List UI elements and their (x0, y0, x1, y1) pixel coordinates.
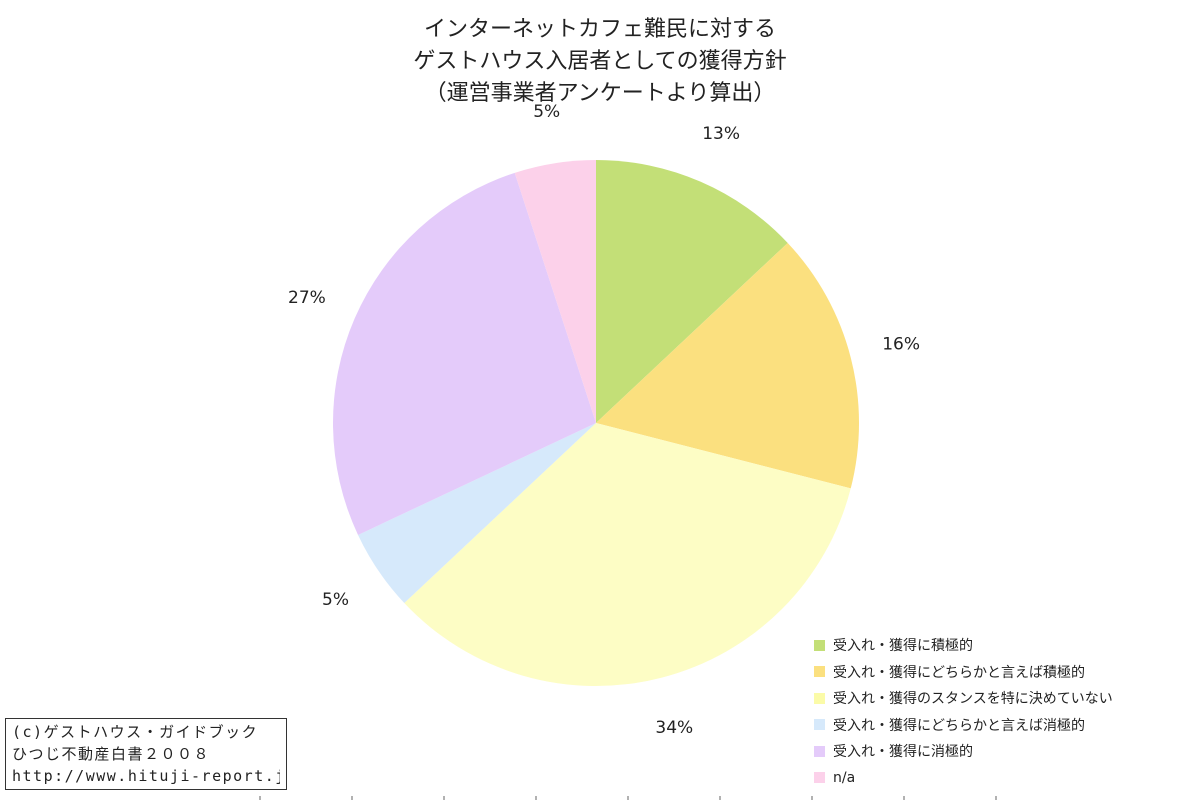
legend-label-6: n/a (833, 769, 856, 786)
legend-label-2: 受入れ・獲得にどちらかと言えば積極的 (833, 664, 1085, 681)
pie-slice-label-3: 34% (655, 718, 693, 738)
legend-item-4: 受入れ・獲得にどちらかと言えば消極的 (814, 712, 1194, 739)
pie-slice-label-1: 13% (702, 124, 740, 144)
pie-slice-label-5: 27% (288, 288, 326, 308)
legend-swatch-5 (814, 745, 825, 757)
legend-label-4: 受入れ・獲得にどちらかと言えば消極的 (833, 717, 1085, 734)
credit-line-3: http://www.hituji-report.jp/ (12, 767, 280, 785)
chart-title-line-2: ゲストハウス入居者としての獲得方針 (413, 49, 787, 74)
credit-box: (c)ゲストハウス・ガイドブック ひつじ不動産白書２００８ http://www… (5, 718, 287, 790)
credit-line-2: ひつじ不動産白書２００８ (12, 745, 211, 763)
legend-label-5: 受入れ・獲得に消極的 (833, 744, 973, 761)
legend-item-2: 受入れ・獲得にどちらかと言えば積極的 (814, 659, 1194, 686)
pie-slice-4 (358, 423, 596, 604)
legend-item-6: n/a (814, 765, 1194, 792)
pie-labels: 13% 16% 34% 5% 27% 5% (288, 102, 920, 738)
pie-slice-label-4: 5% (322, 590, 349, 610)
pie-slice-label-2: 16% (882, 335, 920, 355)
legend-swatch-4 (814, 719, 825, 731)
legend-swatch-3 (814, 692, 825, 704)
legend-label-3: 受入れ・獲得のスタンスを特に決めていない (833, 691, 1113, 708)
pie-slice-1 (596, 160, 788, 423)
legend-label-1: 受入れ・獲得に積極的 (833, 638, 973, 655)
legend-swatch-2 (814, 666, 825, 678)
legend: 受入れ・獲得に積極的受入れ・獲得にどちらかと言えば積極的受入れ・獲得のスタンスを… (814, 632, 1194, 791)
pie-slices (332, 160, 860, 687)
chart-title-line-1: インターネットカフェ難民に対する (423, 17, 776, 42)
pie-slice-2 (596, 242, 860, 489)
pie-slice-5 (332, 172, 596, 535)
legend-item-3: 受入れ・獲得のスタンスを特に決めていない (814, 685, 1194, 712)
legend-swatch-6 (814, 772, 825, 784)
legend-swatch-1 (814, 639, 825, 651)
pie-slice-3 (404, 423, 851, 687)
bottom-tick-marks (259, 796, 997, 800)
legend-item-5: 受入れ・獲得に消極的 (814, 738, 1194, 765)
chart-title-line-3: （運営事業者アンケートより算出） (424, 81, 776, 106)
chart-title: インターネットカフェ難民に対する ゲストハウス入居者としての獲得方針 （運営事業… (300, 14, 900, 110)
pie-slice-6 (514, 160, 596, 423)
legend-item-1: 受入れ・獲得に積極的 (814, 632, 1194, 659)
pie-slice-label-6: 5% (533, 102, 560, 122)
credit-line-1: (c)ゲストハウス・ガイドブック (12, 723, 259, 741)
